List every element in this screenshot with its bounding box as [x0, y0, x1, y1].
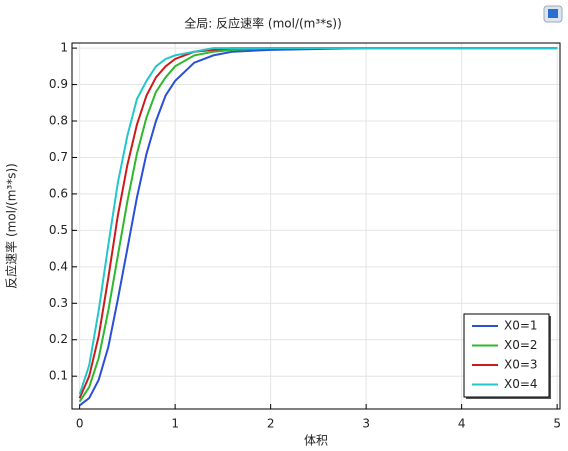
toolbar-icon[interactable]: [543, 5, 563, 23]
y-tick-label: 0.3: [49, 296, 68, 310]
x-tick-label: 4: [458, 417, 466, 431]
y-axis-label: 反应速率 (mol/(m³*s)): [4, 163, 19, 289]
x-tick-label: 3: [362, 417, 370, 431]
legend-label: X0=4: [504, 377, 538, 391]
x-tick-label: 5: [553, 417, 561, 431]
y-tick-label: 0.6: [49, 186, 68, 200]
y-tick-label: 0.9: [49, 77, 68, 91]
y-tick-label: 1: [60, 41, 68, 55]
y-tick-label: 0.8: [49, 114, 68, 128]
x-tick-label: 2: [267, 417, 275, 431]
legend-label: X0=3: [504, 358, 538, 372]
y-tick-label: 0.2: [49, 332, 68, 346]
y-tick-label: 0.7: [49, 150, 68, 164]
legend-label: X0=2: [504, 338, 538, 352]
chart-title: 全局: 反应速率 (mol/(m³*s)): [184, 16, 342, 31]
x-axis-label: 体积: [304, 434, 328, 448]
plot-frame: [71, 42, 561, 410]
legend-box: [463, 313, 550, 398]
y-tick-label: 0.1: [49, 369, 68, 383]
x-tick-label: 0: [76, 417, 84, 431]
y-tick-label: 0.5: [49, 223, 68, 237]
series-line: [78, 47, 558, 395]
legend-label: X0=1: [504, 319, 538, 333]
series-line: [78, 47, 558, 407]
x-tick-label: 1: [171, 417, 179, 431]
y-tick-label: 0.4: [49, 259, 68, 273]
icon-body: [548, 9, 558, 18]
